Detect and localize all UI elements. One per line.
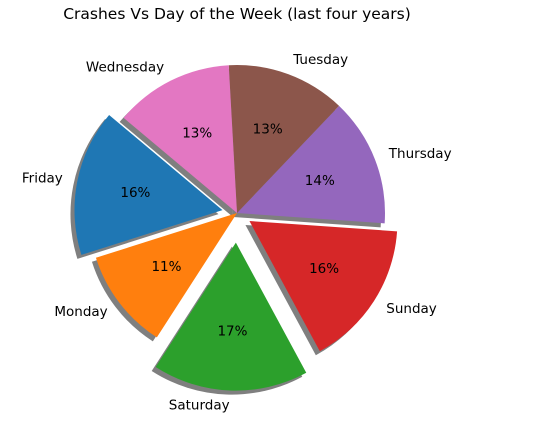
slice-thursday: [237, 105, 385, 224]
slice-wednesday: [123, 65, 237, 213]
slice-percent-wednesday: 13%: [182, 126, 212, 142]
slice-label-sunday: Sunday: [386, 301, 437, 317]
slice-percent-monday: 11%: [151, 259, 181, 275]
slice-saturday: [155, 242, 307, 391]
slice-percent-thursday: 14%: [305, 173, 335, 189]
slice-label-thursday: Thursday: [388, 146, 452, 162]
slice-label-tuesday: Tuesday: [292, 52, 348, 68]
slice-percent-friday: 16%: [120, 185, 150, 201]
slice-label-monday: Monday: [54, 304, 107, 320]
slice-percent-tuesday: 13%: [253, 122, 283, 138]
chart-title: Crashes Vs Day of the Week (last four ye…: [63, 5, 411, 23]
slice-sunday: [249, 221, 398, 352]
slice-label-saturday: Saturday: [169, 397, 230, 413]
slice-percent-saturday: 17%: [217, 323, 247, 339]
slice-label-friday: Friday: [22, 171, 63, 187]
slice-labels: Friday Monday Saturday Sunday Thursday Tuesda…: [22, 52, 452, 413]
slice-percent-sunday: 16%: [309, 261, 339, 277]
slice-percent-labels: 16% 11% 17% 16% 14% 13% 13%: [120, 122, 339, 340]
slice-label-wednesday: Wednesday: [86, 59, 164, 75]
slice-friday: [74, 114, 223, 255]
pie-slices: [74, 64, 398, 391]
slice-tuesday: [228, 64, 340, 213]
slice-monday: [95, 213, 237, 338]
